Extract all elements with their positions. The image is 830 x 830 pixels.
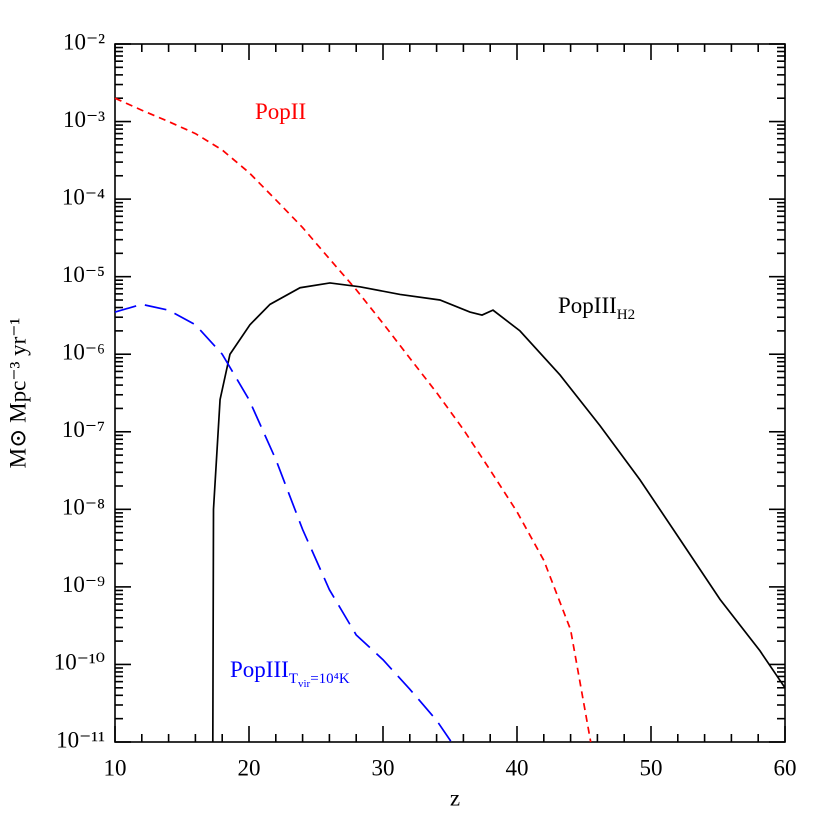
y-axis-label: M⊙ Mpc⁻³ yr⁻¹ — [5, 318, 30, 469]
annotation-sub: =10⁴K — [310, 671, 350, 687]
annotation-sub: H2 — [617, 307, 635, 323]
series-line — [114, 303, 453, 743]
y-tick-label: 10⁻¹¹ — [56, 727, 105, 752]
x-axis-label: z — [450, 785, 460, 810]
y-tick-label: 10⁻⁵ — [62, 262, 105, 287]
y-tick-label: 10⁻⁶ — [62, 340, 105, 365]
x-tick-label: 30 — [372, 755, 395, 780]
x-tick-label: 20 — [238, 755, 261, 780]
series-line — [114, 97, 592, 743]
y-tick-label: 10⁻⁷ — [62, 417, 105, 442]
y-tick-label: 10⁻³ — [63, 107, 105, 132]
x-tick-label: 40 — [506, 755, 529, 780]
annotation-text: PopII — [255, 99, 306, 124]
annotation: PopII — [255, 99, 306, 124]
y-tick-label: 10⁻⁹ — [62, 572, 105, 597]
annotation-subsub: vir — [298, 678, 311, 690]
annotation-text: PopIII — [558, 293, 617, 318]
x-tick-label: 60 — [774, 755, 797, 780]
annotation: PopIIITvir=10⁴K — [230, 657, 350, 689]
x-tick-label: 10 — [104, 755, 127, 780]
y-tick-label: 10⁻⁴ — [62, 184, 105, 209]
plot-frame — [114, 43, 786, 743]
y-tick-label: 10⁻¹⁰ — [54, 650, 105, 675]
annotation: PopIIIH2 — [558, 293, 635, 323]
annotation-sub: T — [289, 671, 298, 687]
y-tick-label: 10⁻⁸ — [62, 495, 105, 520]
x-tick-label: 50 — [640, 755, 663, 780]
annotation-text: PopIII — [230, 657, 289, 682]
y-tick-label: 10⁻² — [63, 29, 105, 54]
series-line — [211, 282, 786, 743]
